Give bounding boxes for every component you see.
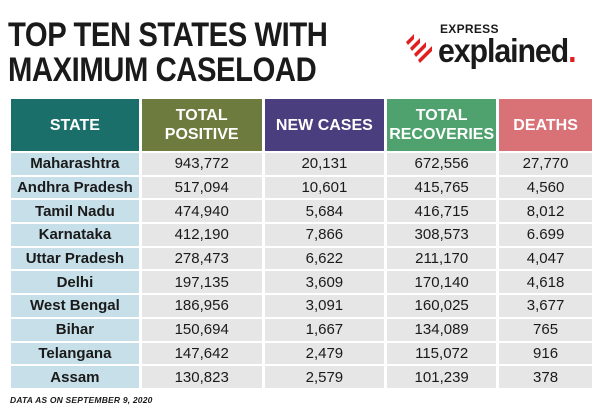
page-title-line-1: TOP TEN STATES WITH bbox=[8, 16, 328, 54]
cell-state: Assam bbox=[11, 366, 139, 388]
table-row: West Bengal 186,956 3,091 160,025 3,677 bbox=[11, 295, 592, 317]
cell-new-cases: 7,866 bbox=[264, 224, 385, 246]
cell-total-positive: 517,094 bbox=[141, 176, 262, 199]
page-title-line-2: MAXIMUM CASELOAD bbox=[8, 51, 317, 89]
express-logo-mark-icon bbox=[406, 34, 432, 63]
cell-deaths: 6.699 bbox=[499, 224, 592, 246]
header-deaths: DEATHS bbox=[499, 99, 592, 151]
cell-total-positive: 130,823 bbox=[141, 366, 262, 388]
cell-state: Tamil Nadu bbox=[11, 200, 139, 223]
header-total-recoveries: TOTAL RECOVERIES bbox=[387, 99, 497, 151]
cell-total-positive: 197,135 bbox=[141, 271, 262, 294]
table-row: Karnataka 412,190 7,866 308,573 6.699 bbox=[11, 224, 592, 246]
table-row: Assam 130,823 2,579 101,239 378 bbox=[11, 366, 592, 388]
cell-total-recoveries: 101,239 bbox=[387, 366, 497, 388]
header-total-positive-line-2: POSITIVE bbox=[164, 126, 239, 143]
cell-total-positive: 278,473 bbox=[141, 247, 262, 270]
table-row: Tamil Nadu 474,940 5,684 416,715 8,012 bbox=[11, 200, 592, 223]
cell-state: Telangana bbox=[11, 342, 139, 365]
cell-total-recoveries: 115,072 bbox=[387, 342, 497, 365]
express-explained-logo: EXPRESS explained. bbox=[404, 20, 594, 70]
table-row: Bihar 150,694 1,667 134,089 765 bbox=[11, 318, 592, 341]
header-total-positive-line-1: TOTAL bbox=[175, 107, 228, 124]
logo-explained-text: explained. bbox=[438, 32, 577, 70]
cell-state: Andhra Pradesh bbox=[11, 176, 139, 199]
cell-total-recoveries: 134,089 bbox=[387, 318, 497, 341]
cell-total-positive: 474,940 bbox=[141, 200, 262, 223]
cell-new-cases: 2,479 bbox=[264, 342, 385, 365]
cell-total-recoveries: 415,765 bbox=[387, 176, 497, 199]
header-total-recoveries-line-1: TOTAL bbox=[415, 107, 468, 124]
cell-total-recoveries: 170,140 bbox=[387, 271, 497, 294]
cell-state: Karnataka bbox=[11, 224, 139, 246]
cell-new-cases: 1,667 bbox=[264, 318, 385, 341]
cell-deaths: 3,677 bbox=[499, 295, 592, 317]
logo-express-text: EXPRESS bbox=[440, 22, 499, 36]
table-header-row: STATE TOTAL POSITIVE NEW CASES TOTAL REC… bbox=[11, 99, 592, 151]
table-row: Delhi 197,135 3,609 170,140 4,618 bbox=[11, 271, 592, 294]
table-row: Uttar Pradesh 278,473 6,622 211,170 4,04… bbox=[11, 247, 592, 270]
header-state: STATE bbox=[11, 99, 139, 151]
cell-total-recoveries: 211,170 bbox=[387, 247, 497, 270]
page-title: TOP TEN STATES WITH MAXIMUM CASELOAD bbox=[8, 16, 328, 89]
header-total-recoveries-line-2: RECOVERIES bbox=[389, 126, 495, 143]
cell-deaths: 8,012 bbox=[499, 200, 592, 223]
caseload-table: STATE TOTAL POSITIVE NEW CASES TOTAL REC… bbox=[8, 97, 595, 390]
cell-deaths: 916 bbox=[499, 342, 592, 365]
cell-new-cases: 5,684 bbox=[264, 200, 385, 223]
cell-total-positive: 147,642 bbox=[141, 342, 262, 365]
cell-total-recoveries: 416,715 bbox=[387, 200, 497, 223]
cell-deaths: 4,618 bbox=[499, 271, 592, 294]
logo-dot: . bbox=[568, 32, 576, 69]
cell-deaths: 765 bbox=[499, 318, 592, 341]
header-new-cases: NEW CASES bbox=[264, 99, 385, 151]
header-total-positive: TOTAL POSITIVE bbox=[141, 99, 262, 151]
cell-total-positive: 412,190 bbox=[141, 224, 262, 246]
cell-total-recoveries: 672,556 bbox=[387, 153, 497, 175]
cell-new-cases: 3,091 bbox=[264, 295, 385, 317]
cell-deaths: 4,047 bbox=[499, 247, 592, 270]
cell-deaths: 4,560 bbox=[499, 176, 592, 199]
table-body: Maharashtra 943,772 20,131 672,556 27,77… bbox=[11, 153, 592, 388]
cell-deaths: 378 bbox=[499, 366, 592, 388]
cell-new-cases: 6,622 bbox=[264, 247, 385, 270]
cell-new-cases: 20,131 bbox=[264, 153, 385, 175]
cell-state: Bihar bbox=[11, 318, 139, 341]
cell-total-positive: 186,956 bbox=[141, 295, 262, 317]
data-date-footnote: DATA AS ON SEPTEMBER 9, 2020 bbox=[10, 395, 153, 405]
cell-deaths: 27,770 bbox=[499, 153, 592, 175]
cell-total-positive: 943,772 bbox=[141, 153, 262, 175]
cell-state: Uttar Pradesh bbox=[11, 247, 139, 270]
table-row: Maharashtra 943,772 20,131 672,556 27,77… bbox=[11, 153, 592, 175]
cell-new-cases: 3,609 bbox=[264, 271, 385, 294]
cell-new-cases: 2,579 bbox=[264, 366, 385, 388]
cell-state: Maharashtra bbox=[11, 153, 139, 175]
logo-explained-word: explained bbox=[438, 32, 569, 69]
cell-total-recoveries: 160,025 bbox=[387, 295, 497, 317]
cell-new-cases: 10,601 bbox=[264, 176, 385, 199]
table-row: Telangana 147,642 2,479 115,072 916 bbox=[11, 342, 592, 365]
table-row: Andhra Pradesh 517,094 10,601 415,765 4,… bbox=[11, 176, 592, 199]
cell-total-recoveries: 308,573 bbox=[387, 224, 497, 246]
cell-state: West Bengal bbox=[11, 295, 139, 317]
cell-total-positive: 150,694 bbox=[141, 318, 262, 341]
cell-state: Delhi bbox=[11, 271, 139, 294]
